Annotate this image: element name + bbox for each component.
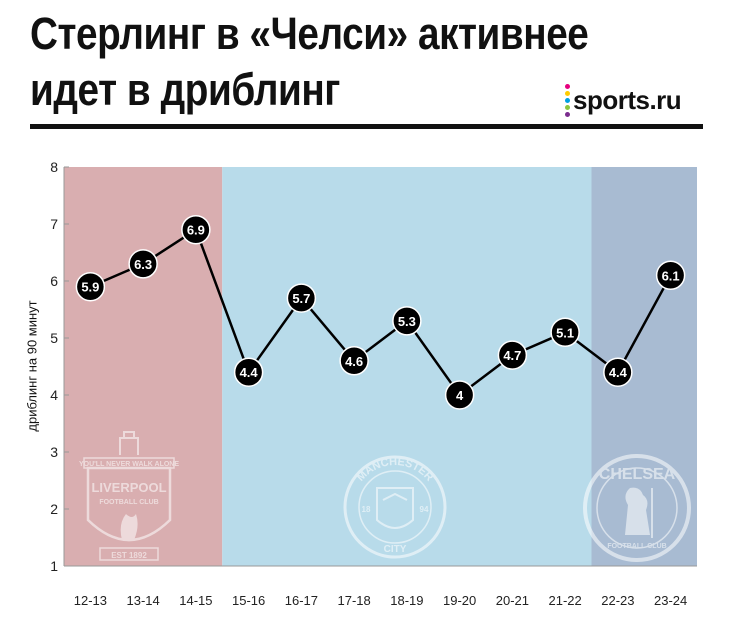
liverpool-sub: FOOTBALL CLUB bbox=[99, 499, 158, 506]
liverpool-est: EST 1892 bbox=[111, 551, 147, 560]
data-label: 6.9 bbox=[187, 223, 205, 238]
data-point bbox=[392, 306, 422, 336]
brand-name: sports.ru bbox=[573, 84, 682, 115]
x-tick-label: 18-19 bbox=[390, 593, 423, 608]
city-ship-icon bbox=[382, 492, 408, 501]
liverpool-crest-icon: YOU'LL NEVER WALK ALONE LIVERPOOL FOOTBALL… bbox=[79, 431, 179, 561]
city-outer-ring bbox=[343, 455, 447, 559]
brand-dot bbox=[565, 97, 570, 103]
data-label: 4.6 bbox=[345, 354, 363, 369]
x-tick-label: 20-21 bbox=[496, 593, 529, 608]
data-point bbox=[655, 260, 686, 291]
chart-title: Стерлинг в «Челси» активнее идет в дрибл… bbox=[30, 6, 598, 118]
chelsea-lion-icon bbox=[625, 487, 650, 535]
liverpool-motto: YOU'LL NEVER WALK ALONE bbox=[79, 461, 179, 468]
x-tick-label: 19-20 bbox=[443, 593, 476, 608]
title-line-2: идет в дриблинг bbox=[30, 64, 340, 115]
y-tick-label: 2 bbox=[50, 501, 58, 517]
city-inner-ring bbox=[358, 470, 432, 544]
city-right-text: 94 bbox=[420, 505, 429, 514]
data-label: 5.3 bbox=[398, 314, 416, 329]
title-divider bbox=[30, 124, 703, 129]
x-tick-label: 16-17 bbox=[285, 593, 318, 608]
city-shield-shape bbox=[376, 487, 414, 529]
data-label: 6.1 bbox=[662, 268, 680, 283]
x-tick-label: 21-22 bbox=[549, 593, 582, 608]
data-point bbox=[181, 214, 211, 245]
y-tick-label: 1 bbox=[50, 558, 58, 574]
chelsea-sub: FOOTBALL CLUB bbox=[607, 543, 666, 550]
y-tick-label: 8 bbox=[50, 159, 58, 175]
data-point bbox=[286, 283, 317, 313]
x-tick-label: 22-23 bbox=[601, 593, 634, 608]
data-label: 4 bbox=[456, 388, 464, 403]
city-left-text: 18 bbox=[362, 505, 371, 514]
liverpool-name: LIVERPOOL bbox=[91, 480, 166, 495]
data-label: 6.3 bbox=[134, 257, 152, 272]
x-tick-label: 23-24 bbox=[654, 593, 687, 608]
brand-dot bbox=[565, 104, 570, 110]
data-label: 5.1 bbox=[556, 325, 574, 340]
liverpool-gate-shape bbox=[119, 431, 139, 455]
x-tick-label: 17-18 bbox=[338, 593, 371, 608]
data-point bbox=[444, 380, 475, 410]
chelsea-outer-ring bbox=[583, 454, 691, 562]
liverbird-icon bbox=[120, 514, 138, 540]
chelsea-name: CHELSEA bbox=[599, 466, 676, 483]
y-tick-label: 6 bbox=[50, 273, 58, 289]
data-label: 4.7 bbox=[503, 348, 521, 363]
chelsea-crest-icon: CHELSEA FOOTBALL CLUB bbox=[583, 454, 691, 562]
liverpool-motto-band bbox=[83, 457, 175, 469]
y-tick-label: 4 bbox=[50, 387, 58, 403]
brand-dot bbox=[565, 111, 570, 117]
axes: 1 2 3 4 5 6 7 8 12-13 13-14 14-15 15-16 16-17 17-18 18… bbox=[50, 159, 697, 608]
x-tick-label: 13-14 bbox=[127, 593, 160, 608]
data-point bbox=[339, 346, 369, 376]
data-label: 5.9 bbox=[81, 280, 99, 295]
y-tick-label: 7 bbox=[50, 216, 58, 232]
brand-dot bbox=[565, 83, 570, 89]
data-label: 4.4 bbox=[609, 365, 628, 380]
brand-dot bbox=[565, 90, 570, 96]
x-tick-label: 12-13 bbox=[74, 593, 107, 608]
chelsea-inner-ring bbox=[596, 467, 678, 549]
data-point bbox=[550, 317, 580, 348]
data-label: 4.4 bbox=[240, 365, 259, 380]
brand-logo: sports.ru bbox=[565, 80, 682, 120]
title-line-1: Стерлинг в «Челси» активнее bbox=[30, 8, 589, 59]
data-label: 5.7 bbox=[292, 291, 310, 306]
liverpool-est-band bbox=[99, 547, 159, 561]
data-point bbox=[233, 357, 264, 387]
markers: 5.9 6.3 6.9 4.4 5.7 4.6 5.3 4 4.7 5.1 4.4 6.1 bbox=[75, 214, 686, 410]
data-point bbox=[128, 249, 158, 279]
club-band bbox=[222, 167, 592, 566]
data-point bbox=[497, 340, 528, 370]
x-tick-label: 15-16 bbox=[232, 593, 265, 608]
x-tick-label: 14-15 bbox=[179, 593, 212, 608]
data-point bbox=[75, 271, 106, 302]
city-bottom-text: CITY bbox=[384, 544, 407, 555]
y-tick-label: 5 bbox=[50, 330, 58, 346]
club-bands bbox=[64, 167, 697, 566]
brand-dots-icon bbox=[565, 83, 570, 118]
data-point bbox=[603, 357, 633, 387]
y-tick-label: 3 bbox=[50, 444, 58, 460]
